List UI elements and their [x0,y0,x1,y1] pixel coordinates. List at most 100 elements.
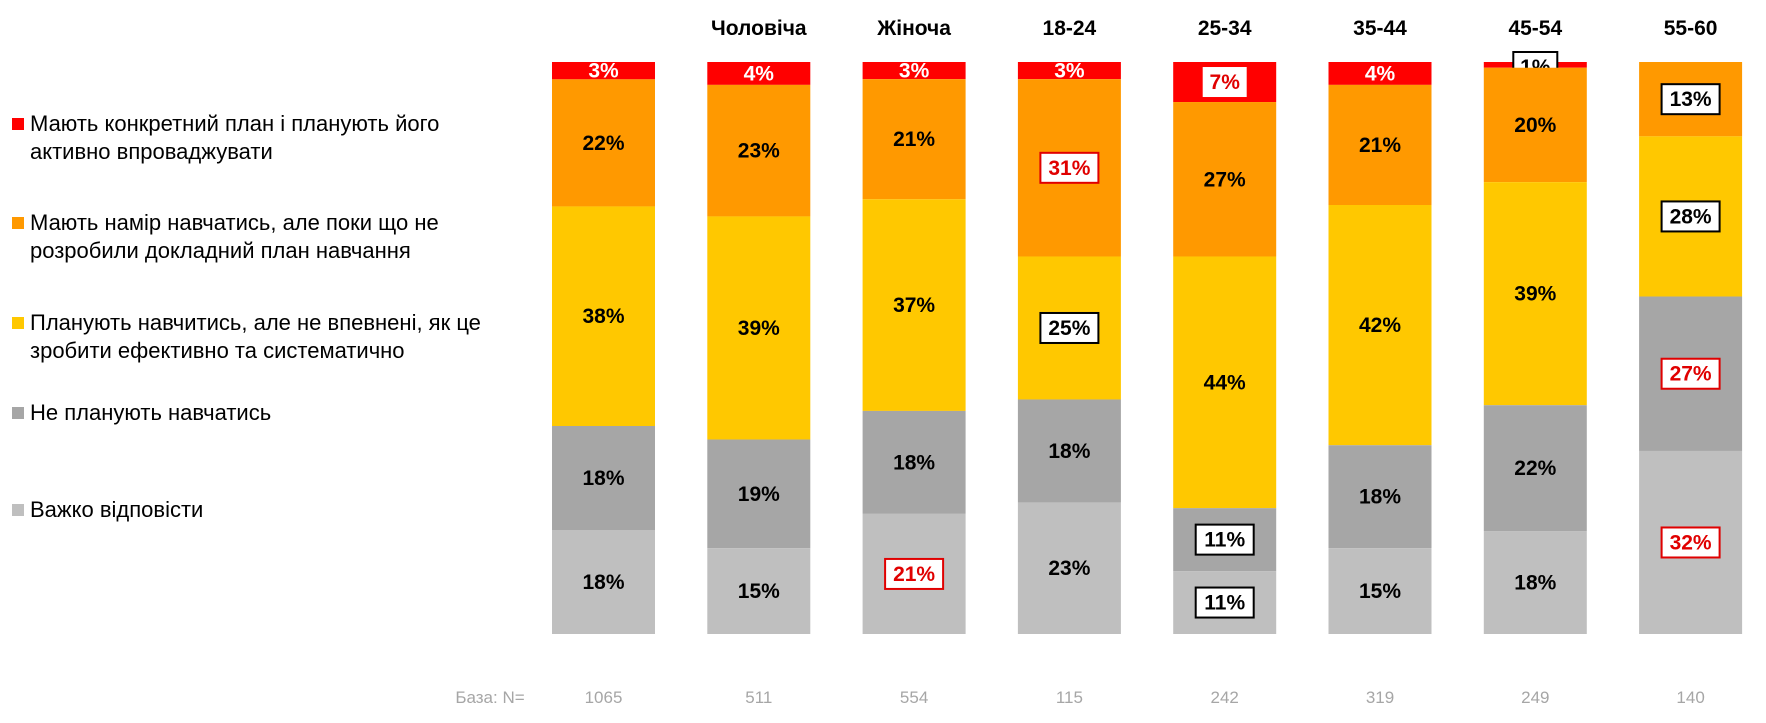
bar-45-54: 45-541%20%39%22%18%249 [1483,17,1587,707]
category-label: Чоловіча [711,17,807,40]
data-label: 18% [582,467,624,490]
bar-segment-unsure [1483,182,1587,406]
data-label: 4% [744,62,775,85]
bar-segment-unsure [1173,256,1277,509]
data-label: 15% [1359,580,1401,603]
data-label: 11% [1204,592,1245,615]
bar-segment-unsure [862,199,966,411]
bar-segment-plan [1328,62,1432,85]
bar-segment-no [1483,405,1587,532]
bar-55-60: 55-60 13% 28% 27% 32% 140 [1639,17,1743,707]
data-label-box [1194,523,1255,556]
data-label: 22% [582,132,624,155]
data-label: 22% [1514,457,1556,480]
data-label: 19% [738,483,780,506]
bar-total: 3% 22% 38% 18% 18% 1065 [552,60,655,707]
bar-segment-plan [552,62,655,80]
bar-segment-plan [707,62,811,85]
data-label: 15% [738,580,780,603]
data-label: 39% [738,317,780,340]
base-label: База: N= [455,688,524,707]
data-label: 7% [1210,71,1241,94]
legend-item-intend: Мають намір навчатись, але поки що не роз… [12,209,532,265]
data-label-box [1660,200,1721,233]
data-label-box [1660,357,1721,390]
data-label: 27% [1670,363,1712,386]
data-label-box [1039,151,1100,184]
data-label: 3% [1054,60,1085,83]
data-label: 4% [1365,62,1396,85]
data-label: 21% [1359,134,1401,157]
legend-label: Важко відповісти [30,497,204,522]
data-label: 18% [582,571,624,594]
data-label: 37% [893,294,935,317]
base-n: 554 [900,688,928,707]
category-label: Жіноча [876,17,951,40]
data-label: 27% [1204,168,1246,191]
legend-label: активно впроваджувати [30,139,273,164]
data-label: 20% [1514,114,1556,137]
data-label: 18% [1514,572,1556,595]
category-label: 35-44 [1353,17,1407,40]
legend-item-plan: Мають конкретний план і планують його акт… [12,110,532,166]
legend-label: Мають намір навчатись, але поки що не [30,210,439,235]
base-n: 511 [745,688,772,707]
data-label-box [884,557,945,590]
legend-label: зробити ефективно та систематично [30,338,405,363]
data-label: 13% [1670,88,1712,111]
bar-segment-hard [1483,531,1587,634]
data-label-box [1202,67,1247,98]
bar-segment-no [1328,445,1432,549]
data-label: 23% [738,140,780,163]
legend-item-hard: Важко відповісти [12,496,532,524]
bar-segment-hard [707,548,811,634]
category-label: 25-34 [1198,17,1252,40]
bar-segment-intend [1173,102,1277,257]
legend-swatch [12,317,24,329]
legend-item-no: Не планують навчатись [12,399,532,427]
data-label: 11% [1204,529,1245,552]
data-label-box [1660,526,1721,559]
bar-segment-hard [1017,502,1121,634]
data-label: 39% [1514,283,1556,306]
data-label: 32% [1670,531,1712,554]
base-n: 115 [1056,688,1083,707]
bar-segment-intend [1483,67,1587,183]
legend-label: Мають конкретний план і планують його [30,111,440,136]
data-label: 21% [893,563,935,586]
data-label-box [1194,586,1255,619]
legend-swatch [12,407,24,419]
data-label: 23% [1048,557,1090,580]
data-label: 3% [899,60,930,83]
bar-segment-no [1017,399,1121,503]
bar-25-34: 25-34 7% 27% 44% 11% 11% 242 [1173,17,1277,707]
bar-segment-hard [552,530,655,634]
legend-label: розробили докладний план навчання [30,238,411,263]
data-label: 18% [893,451,935,474]
base-n: 1065 [585,688,623,707]
bar-35-44: 35-44 4% 21% 42% 18% 15% 319 [1328,17,1432,707]
base-n: 249 [1521,688,1549,707]
category-label: 45-54 [1508,17,1562,40]
bar-segment-unsure [552,206,655,426]
bar-segment-no [707,439,811,549]
bar-segment-intend [552,79,655,207]
data-label-box [1660,83,1721,116]
data-label: 31% [1048,157,1090,180]
category-label: 18-24 [1043,17,1097,40]
data-label: 18% [1048,440,1090,463]
category-label: 55-60 [1664,17,1718,40]
data-label: 21% [893,128,935,151]
bar-Чоловіча: Чоловіча 4% 23% 39% 19% 15% 511 [707,17,811,707]
data-label: 42% [1359,314,1401,337]
base-n: 140 [1676,688,1704,707]
data-label: 38% [582,305,624,328]
data-label-box [1039,311,1100,344]
bar-segment-unsure [707,216,811,440]
bar-segment-plan [862,62,966,80]
bar-segment-no [862,410,966,514]
legend-swatch [12,217,24,229]
data-label: 25% [1048,317,1090,340]
base-n: 242 [1211,688,1239,707]
